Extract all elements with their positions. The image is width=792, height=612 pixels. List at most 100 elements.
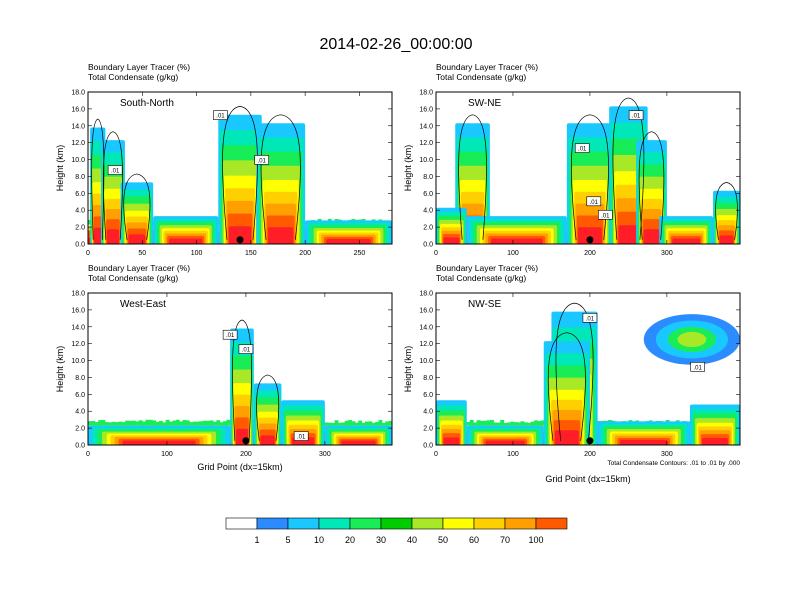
y-axis-label: Height (km) [403,145,413,192]
tracer-cell [162,422,167,426]
x-tick-label: 100 [507,451,519,458]
x-tick-label: 100 [161,451,173,458]
tracer-cell [94,422,99,426]
tracer-cell [533,420,538,426]
y-tick-label: 0.0 [75,242,85,249]
x-tick-label: 250 [354,250,366,257]
panel-header-line: Total Condensate (g/kg) [88,72,178,82]
y-tick-label: 16.0 [419,106,433,113]
tracer-cell [104,422,109,426]
tracer-cell [348,420,352,426]
contour-label: .01 [693,365,702,371]
colorbar-label: 50 [438,535,448,545]
colorbar-box [380,517,413,530]
tracer-cell [520,421,525,426]
colorbar-box [411,517,444,530]
tracer-column-layer [168,238,203,244]
tracer-cell [327,422,332,426]
condensate-contour [547,332,586,441]
y-tick-label: 8.0 [75,174,85,181]
tracer-cell [91,420,96,426]
contour-label: .01 [111,169,120,175]
contour-label: .01 [226,333,235,339]
y-tick-label: 0.0 [423,443,433,450]
tracer-column-layer [122,440,196,445]
tracer-cell [517,422,521,426]
tracer-column-layer [672,238,701,244]
tracer-cell [341,422,346,426]
tracer-column-layer [128,234,146,244]
tracer-cell [219,422,224,426]
cross-section-name: SW-NE [468,98,501,109]
tracer-column-layer [578,227,602,244]
y-tick-label: 4.0 [423,409,433,416]
contour-label-box [586,196,602,207]
tracer-column-layer [260,435,275,445]
contour-label-box [254,155,270,165]
tracer-cell [108,422,113,426]
tracer-cell [98,420,103,426]
y-tick-label: 0.0 [75,443,85,450]
condensate-contour [260,114,301,240]
tracer-column-layer [443,437,460,445]
condensate-contour [232,319,252,441]
tracer-cell [88,421,92,426]
tracer-cell [226,419,231,426]
y-tick-label: 16.0 [419,307,433,314]
tracer-column-layer [106,229,120,244]
tracer-column-layer [554,430,579,445]
tracer-cell [476,420,481,426]
tracer-cell [344,420,349,426]
shaded-field [88,319,392,445]
x-axis-label: Grid Point (dx=15km) [197,462,282,472]
tracer-cell [466,422,471,426]
tracer-cell [324,422,329,426]
y-tick-label: 16.0 [71,106,85,113]
x-tick-label: 100 [191,250,203,257]
tracer-cell [101,420,106,426]
tracer-cell [385,421,390,426]
tracer-cell [493,422,498,426]
panel-west-east: Boundary Layer Tracer (%)Total Condensat… [55,263,393,472]
tracer-cell [381,422,386,426]
contour-label-box [628,110,644,120]
x-tick-label: 0 [86,250,90,257]
panel-header-line: Total Condensate (g/kg) [436,72,526,82]
y-tick-label: 0.0 [423,242,433,249]
contour-label: .01 [586,316,595,322]
contour-label-box [238,344,254,354]
condensate-contour [123,173,151,240]
panel-south-north: Boundary Layer Tracer (%)Total Condensat… [55,62,393,257]
contour-label-box [213,110,228,120]
tracer-cell [358,420,363,426]
x-tick-label: 0 [86,451,90,458]
tracer-cell [185,420,190,426]
colorbar-box [535,517,568,530]
contour-label: .01 [578,147,587,153]
tracer-cell [88,229,92,238]
contour-label: .01 [258,158,267,164]
y-tick-label: 10.0 [71,157,85,164]
x-tick-label: 0 [434,250,438,257]
tracer-column-layer [341,440,376,445]
contour-label: .01 [297,435,306,441]
location-marker [586,236,594,244]
condensate-contour [256,374,280,441]
y-tick-label: 2.0 [423,225,433,232]
tracer-cell [118,421,123,426]
condensate-contour [458,114,487,240]
tracer-cell [88,225,92,231]
tracer-cell [473,422,478,426]
figure-title: 2014-02-26_00:00:00 [319,36,472,53]
tracer-cell [486,420,491,426]
contour-note: Total Condensate Contours: .01 to .01 by… [607,460,740,467]
tracer-cell [182,419,187,426]
y-tick-label: 12.0 [71,341,85,348]
y-tick-label: 2.0 [423,426,433,433]
y-tick-label: 8.0 [423,375,433,382]
plot-frame [87,292,393,446]
y-tick-label: 8.0 [423,174,433,181]
colorbar-box [287,517,320,530]
tracer-cell [513,422,518,426]
x-tick-label: 300 [319,451,331,458]
